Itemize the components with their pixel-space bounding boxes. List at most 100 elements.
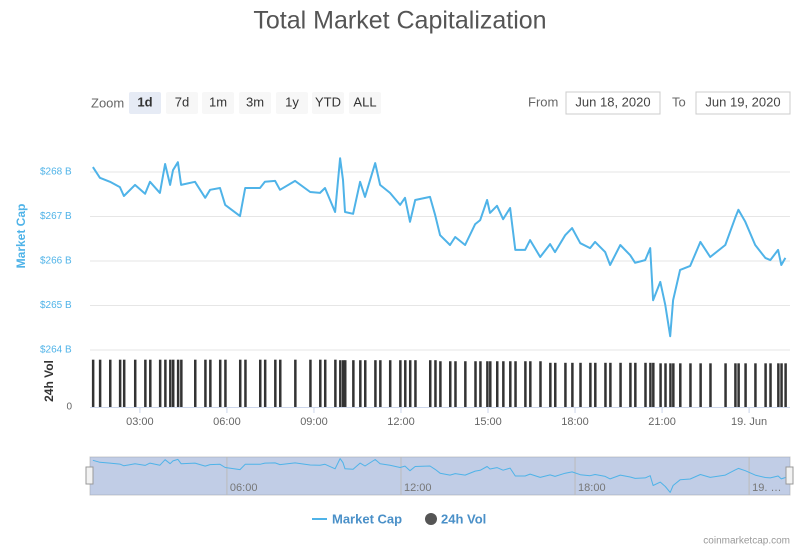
- y-tick-label: $264 B: [40, 345, 72, 356]
- volume-bar: [319, 359, 322, 407]
- volume-bar: [524, 361, 527, 407]
- volume-bar: [158, 359, 162, 407]
- volume-bar: [164, 359, 167, 407]
- volume-bar: [784, 363, 787, 407]
- navigator-handle[interactable]: [85, 466, 94, 485]
- volume-bar: [659, 363, 662, 407]
- y-tick-label: $268 B: [40, 167, 72, 178]
- from-input[interactable]: [565, 91, 661, 115]
- volume-bar: [428, 360, 432, 407]
- volume-bar: [679, 363, 682, 407]
- volume-bar: [144, 359, 147, 407]
- volume-bar: [529, 361, 532, 407]
- zoom-button[interactable]: [312, 92, 344, 114]
- volume-bar: [359, 360, 362, 407]
- legend-label[interactable]: Market Cap: [332, 511, 402, 526]
- volume-bar: [629, 362, 632, 407]
- volume-bar: [133, 359, 137, 407]
- volume-bar: [564, 362, 567, 407]
- volume-bar: [644, 362, 647, 407]
- to-label: To: [672, 94, 686, 109]
- navigator-tick-label: 12:00: [404, 482, 432, 494]
- volume-bar: [619, 362, 622, 407]
- y-axis-title: Market Cap: [14, 204, 28, 269]
- volume-bar: [454, 361, 457, 407]
- volume-bar: [209, 359, 212, 407]
- chart-title: Total Market Capitalization: [253, 7, 546, 35]
- navigator-handle[interactable]: [785, 466, 794, 485]
- volume-bar: [514, 361, 517, 407]
- legend-dot: [425, 513, 437, 525]
- volume-bar: [734, 363, 737, 407]
- x-tick-label: 21:00: [648, 416, 676, 428]
- volume-bar: [474, 361, 477, 407]
- to-input[interactable]: [695, 91, 791, 115]
- volume-bar: [339, 360, 342, 407]
- legend-label[interactable]: 24h Vol: [441, 511, 486, 526]
- volume-bar: [764, 363, 767, 407]
- volume-bar: [754, 363, 757, 407]
- navigator-tick-label: 19. …: [752, 482, 781, 494]
- x-tick-label: 18:00: [561, 416, 589, 428]
- market-cap-line: [92, 157, 787, 338]
- zoom-button[interactable]: [239, 92, 271, 114]
- from-date[interactable]: Jun 18, 2020: [575, 94, 650, 109]
- volume-bar: [509, 361, 512, 407]
- y2-axis-title: 24h Vol: [42, 360, 56, 402]
- zoom-button-label[interactable]: 7d: [175, 94, 189, 109]
- x-tick-label: 06:00: [213, 416, 241, 428]
- volume-bar: [118, 359, 122, 407]
- zoom-button-label[interactable]: 1m: [209, 94, 227, 109]
- volume-bar: [109, 359, 112, 407]
- volume-bar: [464, 361, 467, 407]
- volume-bar: [352, 360, 355, 407]
- zoom-button-label[interactable]: YTD: [315, 94, 341, 109]
- volume-bar: [224, 359, 227, 407]
- volume-bar: [218, 359, 222, 407]
- volume-bar: [489, 361, 492, 407]
- volume-bar: [496, 361, 499, 407]
- volume-bar: [309, 359, 312, 407]
- navigator-line: [92, 458, 786, 493]
- zoom-button-label[interactable]: 3m: [246, 94, 264, 109]
- zoom-button[interactable]: [276, 92, 308, 114]
- to-date[interactable]: Jun 19, 2020: [705, 94, 780, 109]
- volume-bar: [91, 359, 95, 407]
- zoom-label: Zoom: [91, 95, 124, 110]
- zoom-button-label[interactable]: ALL: [353, 94, 376, 109]
- volume-bar: [122, 359, 126, 407]
- zoom-button[interactable]: [349, 92, 381, 114]
- volume-bar: [279, 359, 282, 407]
- y-tick-label: $266 B: [40, 256, 72, 267]
- volume-bar: [539, 361, 542, 407]
- zoom-button-label[interactable]: 1d: [137, 94, 152, 109]
- y-tick-label: $267 B: [40, 211, 72, 222]
- volume-bar: [194, 359, 197, 407]
- credit: coinmarketcap.com: [703, 536, 790, 547]
- volume-bar: [724, 363, 727, 407]
- volume-bar: [343, 360, 347, 407]
- volume-bar: [341, 360, 345, 407]
- volume-bar: [709, 363, 712, 407]
- zoom-button[interactable]: [129, 92, 161, 114]
- volume-bar: [294, 359, 297, 407]
- x-tick-label: 12:00: [387, 416, 415, 428]
- volume-bar: [769, 363, 772, 407]
- navigator-selection[interactable]: [90, 457, 790, 495]
- volume-bar: [176, 359, 180, 407]
- volume-bar: [672, 363, 675, 407]
- volume-bar: [589, 362, 592, 407]
- volume-bar: [549, 362, 552, 407]
- zoom-button-label[interactable]: 1y: [285, 94, 299, 109]
- volume-bar: [374, 360, 377, 407]
- zoom-button[interactable]: [166, 92, 198, 114]
- volume-bar: [634, 362, 637, 407]
- volume-bar: [388, 360, 392, 407]
- volume-bar: [379, 360, 382, 407]
- volume-bar: [664, 363, 667, 407]
- volume-bar: [238, 359, 242, 407]
- volume-bar: [699, 363, 702, 407]
- navigator-tick-label: 06:00: [230, 482, 258, 494]
- zoom-button[interactable]: [202, 92, 234, 114]
